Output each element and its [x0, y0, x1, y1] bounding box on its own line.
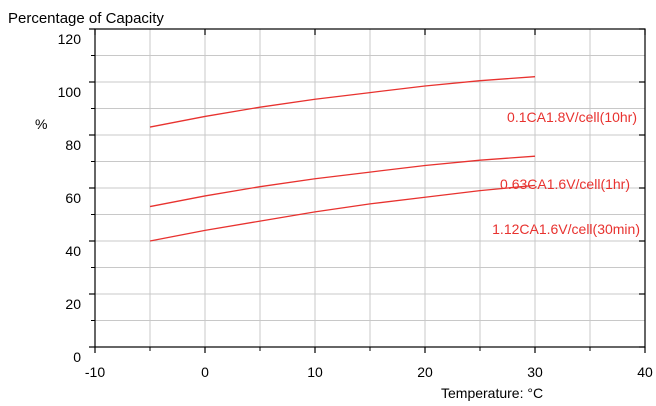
x-tick-label: 30	[527, 364, 543, 380]
y-tick-label: 40	[65, 243, 81, 259]
series-line	[150, 77, 535, 127]
x-axis-label: Temperature: °C	[441, 385, 543, 401]
x-tick-label: 0	[201, 364, 209, 380]
series-label: 1.12CA1.6V/cell(30min)	[492, 221, 640, 237]
series-lines	[150, 77, 535, 241]
y-tick-label: 20	[65, 296, 81, 312]
y-tick-label: 0	[73, 349, 81, 365]
y-tick-label: 100	[58, 84, 82, 100]
series-label: 0.63CA1.6V/cell(1hr)	[500, 176, 630, 192]
x-tick-label: 20	[417, 364, 433, 380]
x-tick-label: 10	[307, 364, 323, 380]
x-tick-label: 40	[637, 364, 653, 380]
y-tick-label: 80	[65, 137, 81, 153]
series-line	[150, 185, 535, 241]
series-label: 0.1CA1.8V/cell(10hr)	[507, 109, 637, 125]
series-line	[150, 156, 535, 206]
y-tick-label: 120	[58, 31, 82, 47]
chart-title: Percentage of Capacity	[8, 10, 164, 27]
series-labels: 0.1CA1.8V/cell(10hr) 0.63CA1.6V/cell(1hr)…	[492, 109, 640, 237]
y-tick-label: 60	[65, 190, 81, 206]
y-axis-label: %	[35, 116, 47, 132]
x-tick-label: -10	[85, 364, 105, 380]
